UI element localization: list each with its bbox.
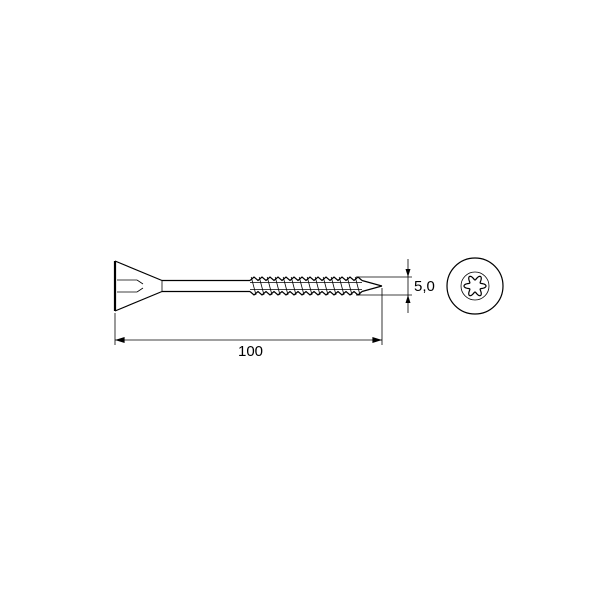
length-dimension-label: 100 bbox=[238, 343, 263, 360]
drawing-canvas: 100 5,0 bbox=[0, 0, 600, 600]
technical-drawing-svg bbox=[0, 0, 600, 600]
diameter-dimension-label: 5,0 bbox=[414, 278, 435, 295]
